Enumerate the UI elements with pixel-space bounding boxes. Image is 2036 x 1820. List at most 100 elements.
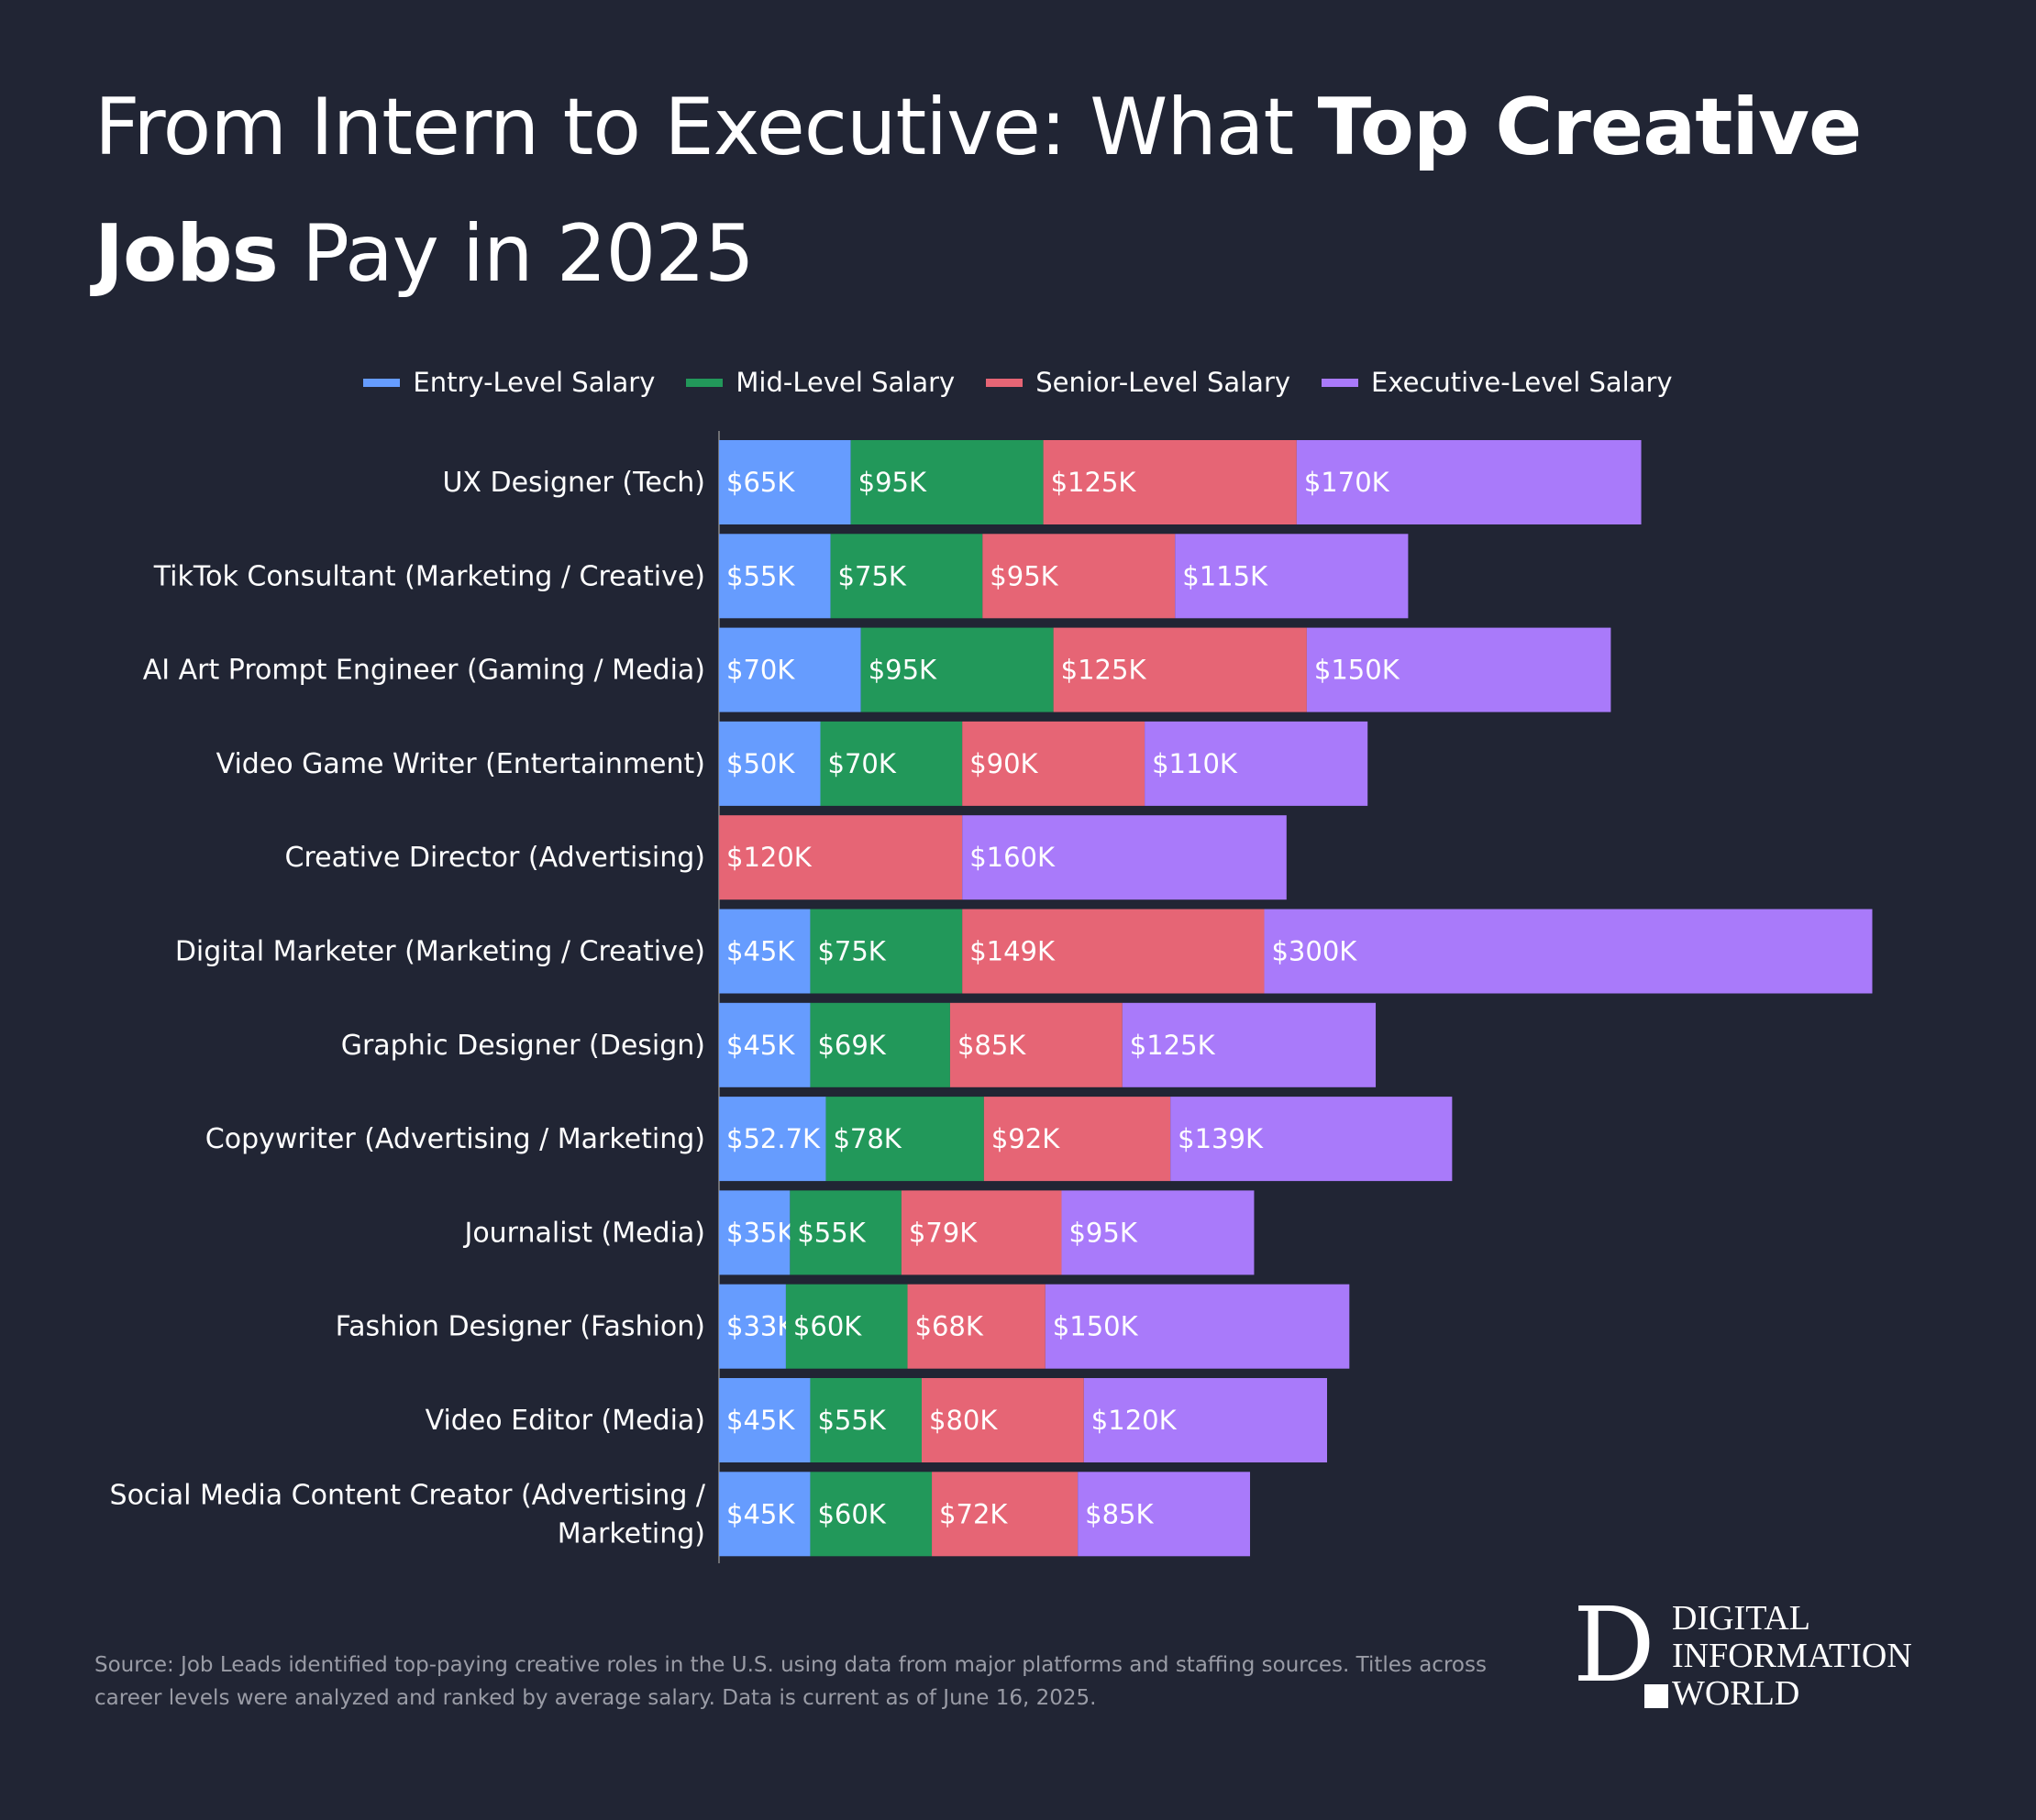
bar-segment xyxy=(850,440,1044,524)
legend-item: Executive-Level Salary xyxy=(1322,367,1673,398)
data-label: $125K xyxy=(1061,655,1147,686)
data-label: $79K xyxy=(909,1217,978,1248)
legend: Entry-Level Salary Mid-Level Salary Senior… xyxy=(0,367,2036,398)
bar-segment xyxy=(719,1284,786,1369)
bar-segment xyxy=(810,1472,933,1557)
data-label: $120K xyxy=(726,842,813,873)
data-label: $70K xyxy=(828,748,897,779)
data-label: $60K xyxy=(817,1498,886,1529)
data-label: $300K xyxy=(1271,936,1357,967)
data-label: $85K xyxy=(1085,1498,1154,1529)
data-label: $55K xyxy=(726,560,795,591)
category-label: Video Editor (Media) xyxy=(426,1405,705,1437)
source-note: Source: Job Leads identified top-paying … xyxy=(94,1653,1487,1710)
data-label: $80K xyxy=(929,1405,998,1436)
bar-segment xyxy=(962,909,1265,994)
bar-segment xyxy=(1053,627,1307,712)
title-bold: Top Creative Jobs xyxy=(94,82,1862,300)
bar-segment xyxy=(1175,534,1409,619)
data-label: $55K xyxy=(817,1405,886,1436)
bar-segment xyxy=(1170,1097,1453,1182)
data-label: $45K xyxy=(726,1030,795,1061)
bar-segment xyxy=(1264,909,1873,994)
bar-segment xyxy=(932,1472,1079,1557)
bar-segment xyxy=(719,1097,826,1182)
data-label: $149K xyxy=(969,936,1056,967)
bar-segment xyxy=(962,815,1287,900)
data-label: $95K xyxy=(990,560,1058,591)
bar-segment xyxy=(1078,1472,1251,1557)
category-label: Graphic Designer (Design) xyxy=(341,1030,705,1062)
logo-wordmark: DIGITAL INFORMATION WORLD xyxy=(1672,1600,1912,1713)
bar-segment xyxy=(719,909,811,994)
data-label: $72K xyxy=(939,1498,1008,1529)
category-label: Fashion Designer (Fashion) xyxy=(336,1311,705,1343)
bar-segment xyxy=(1043,440,1297,524)
bar-segment xyxy=(1145,721,1368,806)
data-label: $68K xyxy=(915,1311,984,1342)
data-label: $70K xyxy=(726,655,795,686)
data-label: $115K xyxy=(1182,560,1268,591)
logo-line: DIGITAL xyxy=(1672,1599,1811,1638)
data-label: $75K xyxy=(838,560,907,591)
legend-swatch xyxy=(686,378,724,387)
data-label: $75K xyxy=(817,936,886,967)
legend-label: Entry-Level Salary xyxy=(413,367,656,398)
bar-segment xyxy=(719,815,963,900)
bar-segment xyxy=(1045,1284,1350,1369)
category-label: Digital Marketer (Marketing / Creative) xyxy=(175,936,705,968)
logo-line: WORLD xyxy=(1672,1674,1800,1713)
data-label: $45K xyxy=(726,936,795,967)
legend-swatch xyxy=(1322,378,1359,387)
category-label: Journalist (Media) xyxy=(462,1217,705,1249)
bar-segment xyxy=(719,534,831,619)
legend-item: Mid-Level Salary xyxy=(686,367,955,398)
bar-segment xyxy=(901,1190,1062,1275)
bar-segment xyxy=(1061,1190,1255,1275)
legend-item: Entry-Level Salary xyxy=(363,367,655,398)
data-label: $45K xyxy=(726,1405,795,1436)
bar-segment xyxy=(810,1378,922,1462)
data-label: $150K xyxy=(1053,1311,1139,1342)
bar-segment xyxy=(982,534,1176,619)
legend-label: Executive-Level Salary xyxy=(1371,367,1673,398)
category-label: Copywriter (Advertising / Marketing) xyxy=(205,1123,705,1155)
data-label: $52.7K xyxy=(726,1123,821,1154)
data-label: $125K xyxy=(1130,1030,1216,1061)
category-label: Creative Director (Advertising) xyxy=(285,842,705,874)
logo-square xyxy=(1644,1684,1668,1708)
data-label: $69K xyxy=(817,1030,886,1061)
data-label: $170K xyxy=(1304,467,1390,498)
data-label: $50K xyxy=(726,748,795,779)
chart-title: From Intern to Executive: What Top Creat… xyxy=(94,64,1975,317)
bar-segment xyxy=(860,627,1054,712)
bar-segment xyxy=(962,721,1145,806)
bar-segment xyxy=(922,1378,1084,1462)
bar-segment xyxy=(719,1002,811,1087)
data-label: $90K xyxy=(969,748,1038,779)
category-label: Social Media Content Creator (Advertisin… xyxy=(110,1479,706,1550)
bar-segment xyxy=(719,1378,811,1462)
data-label: $139K xyxy=(1178,1123,1264,1154)
bar-segment xyxy=(790,1190,902,1275)
bar-segment xyxy=(1296,440,1642,524)
category-label: UX Designer (Tech) xyxy=(442,467,705,499)
data-label: $55K xyxy=(797,1217,866,1248)
data-label: $125K xyxy=(1051,467,1137,498)
logo-letter: D xyxy=(1573,1586,1655,1705)
data-label: $33K xyxy=(726,1311,795,1342)
data-label: $95K xyxy=(858,467,927,498)
category-label: TikTok Consultant (Marketing / Creative) xyxy=(153,560,705,592)
bar-segment xyxy=(810,1002,950,1087)
title-part: From Intern to Executive: What xyxy=(94,82,1318,173)
data-label: $78K xyxy=(833,1123,902,1154)
data-label: $60K xyxy=(793,1311,862,1342)
bar-segment xyxy=(785,1284,908,1369)
bar-segment xyxy=(719,1472,811,1557)
data-label: $95K xyxy=(869,655,937,686)
legend-item: Senior-Level Salary xyxy=(986,367,1290,398)
bar-segment xyxy=(719,440,851,524)
bar-segment xyxy=(949,1002,1123,1087)
bar-segment xyxy=(1083,1378,1327,1462)
